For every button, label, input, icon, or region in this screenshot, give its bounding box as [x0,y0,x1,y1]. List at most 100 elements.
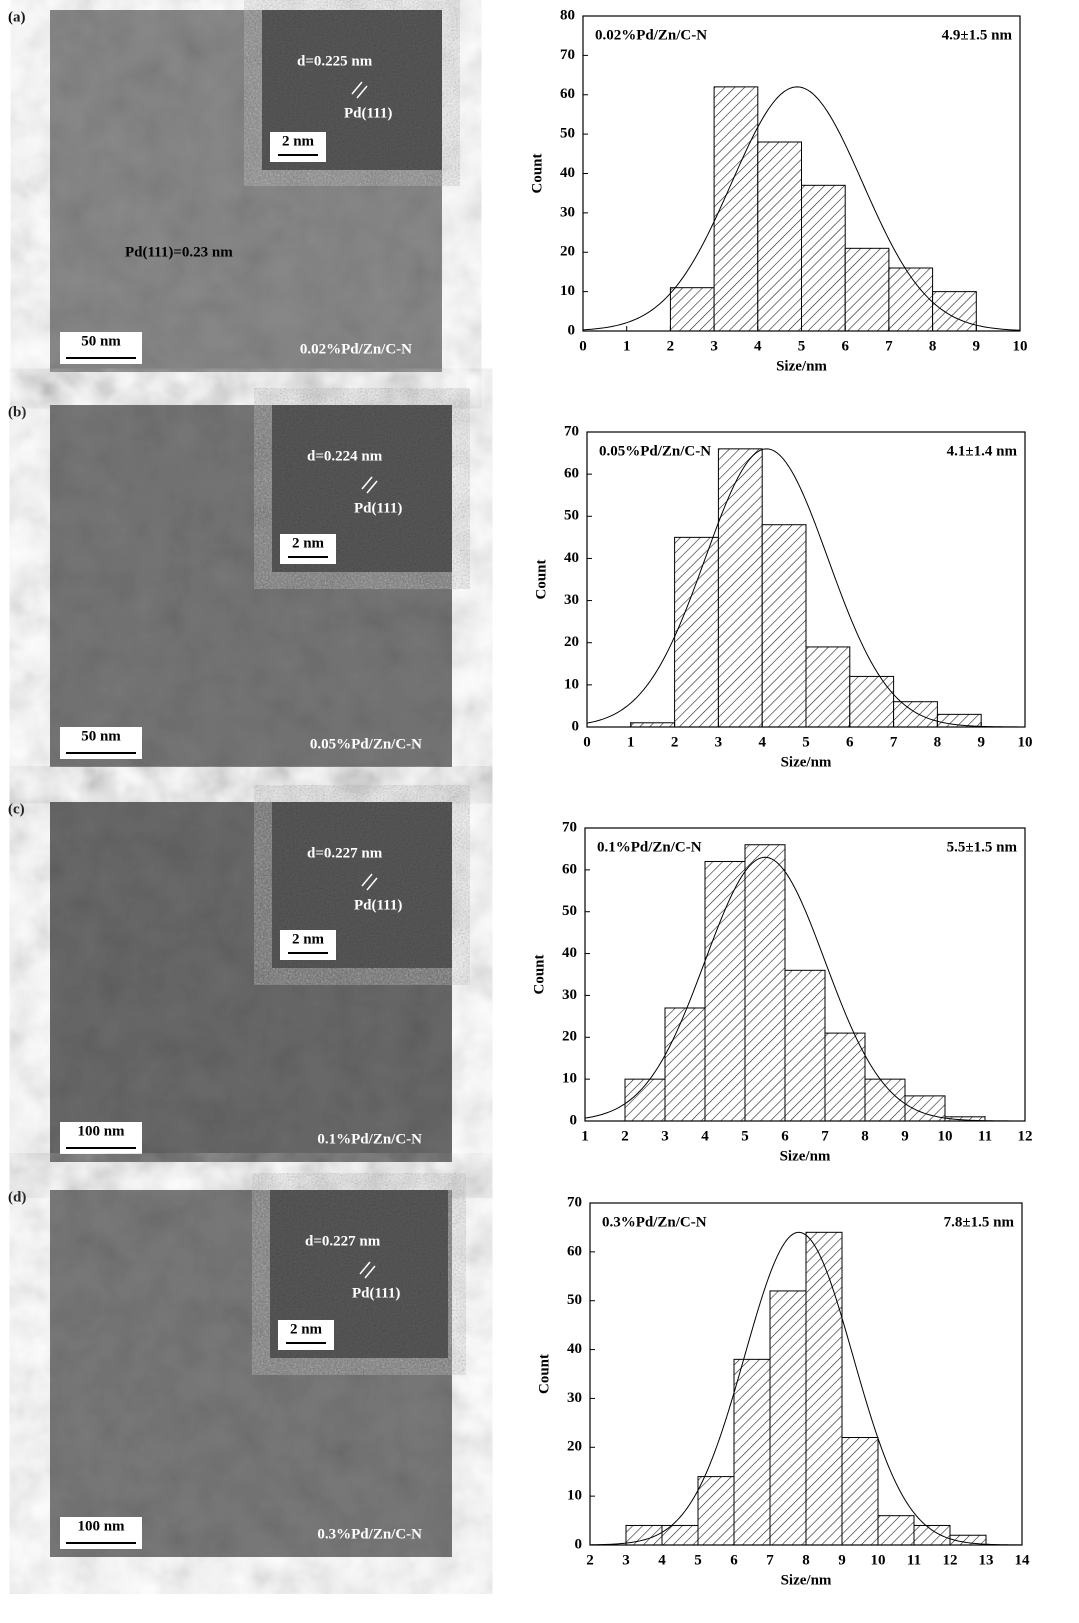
histogram-bar [849,675,895,728]
y-tick-label: 60 [562,861,577,877]
fit-label: 5.5±1.5 nm [947,839,1018,855]
x-tick-label: 9 [838,1552,846,1568]
x-axis-label: Size/nm [781,1572,832,1588]
inset-scale-label: 2 nm [292,931,325,947]
y-tick-label: 60 [567,1243,582,1259]
histogram-bar [669,287,715,332]
x-axis-label: Size/nm [781,754,832,770]
x-tick-label: 6 [781,1128,789,1144]
histogram-bar [697,1476,735,1546]
sample-label: 0.02%Pd/Zn/C-N [300,341,412,357]
y-tick-label: 20 [564,634,579,650]
sample-title: 0.3%Pd/Zn/C-N [602,1214,707,1230]
lattice-plane: Pd(111) [354,500,402,516]
x-tick-label: 10 [1013,338,1028,354]
histogram-bar [744,844,786,1122]
x-tick-label: 9 [901,1128,909,1144]
sample-title: 0.05%Pd/Zn/C-N [599,443,711,459]
x-tick-label: 5 [694,1552,702,1568]
fit-curve [589,1231,1023,1546]
image-annotation: Pd(111)=0.23 nm [125,244,233,260]
histogram-bar [805,1231,843,1546]
histogram-bar [801,184,846,332]
lattice-plane: Pd(111) [354,897,402,913]
histogram-bar [630,722,676,728]
histogram-bar [877,1515,915,1546]
histogram-bar [805,646,851,728]
x-tick-label: 1 [581,1128,589,1144]
fit-curve [584,856,1026,1122]
panel-label: (b) [8,404,26,420]
x-tick-label: 2 [621,1128,629,1144]
sample-label: 0.05%Pd/Zn/C-N [310,736,422,752]
y-tick-label: 50 [567,1292,582,1308]
x-tick-label: 3 [661,1128,669,1144]
fit-curve [586,448,1025,728]
x-tick-label: 1 [627,734,635,750]
x-tick-label: 4 [701,1128,709,1144]
x-tick-label: 6 [841,338,849,354]
y-tick-label: 30 [564,592,579,608]
x-tick-label: 14 [1015,1552,1031,1568]
x-tick-label: 5 [741,1128,749,1144]
d-spacing: d=0.227 nm [307,845,383,861]
lattice-mark [356,85,368,99]
x-tick-label: 13 [979,1552,994,1568]
y-tick-label: 70 [567,1194,582,1210]
d-spacing: d=0.224 nm [307,448,383,464]
x-tick-label: 5 [802,734,810,750]
x-tick-label: 4 [658,1552,666,1568]
sample-title: 0.1%Pd/Zn/C-N [597,839,702,855]
fit-label: 4.1±1.4 nm [947,443,1018,459]
d-spacing: d=0.227 nm [305,1233,381,1249]
histogram-bar [913,1524,951,1546]
fit-label: 4.9±1.5 nm [942,27,1013,43]
x-tick-label: 3 [710,338,718,354]
x-tick-label: 9 [973,338,981,354]
x-tick-label: 2 [586,1552,594,1568]
scale-label: 100 nm [77,1123,125,1139]
y-axis-label: Count [533,559,549,599]
histogram-bar [674,536,719,728]
lattice-mark [351,81,363,95]
scale-label: 50 nm [81,333,121,349]
x-tick-label: 11 [978,1128,992,1144]
y-tick-label: 20 [560,244,575,260]
sample-title: 0.02%Pd/Zn/C-N [595,27,707,43]
y-tick-label: 30 [567,1390,582,1406]
y-tick-label: 70 [560,47,575,63]
inset-scale-label: 2 nm [290,1321,323,1337]
x-tick-label: 0 [583,734,591,750]
y-tick-label: 20 [567,1439,582,1455]
lattice-mark [361,873,373,887]
panel-label: (d) [8,1189,26,1205]
x-tick-label: 0 [579,338,587,354]
x-tick-label: 7 [766,1552,774,1568]
lattice-mark [366,480,378,494]
x-tick-label: 10 [1018,734,1033,750]
x-tick-label: 6 [730,1552,738,1568]
inset-scale-box [280,930,336,960]
y-tick-label: 50 [564,508,579,524]
x-tick-label: 8 [861,1128,869,1144]
x-tick-label: 5 [798,338,806,354]
y-tick-label: 40 [564,550,579,566]
y-tick-label: 60 [560,86,575,102]
x-tick-label: 3 [715,734,723,750]
d-spacing: d=0.225 nm [297,53,373,69]
x-tick-label: 8 [934,734,942,750]
inset-scale-box [280,534,336,564]
panel-label: (c) [8,801,25,817]
histogram-bar [757,141,802,332]
fit-curve [582,86,1021,331]
sample-label: 0.1%Pd/Zn/C-N [317,1131,422,1147]
histogram-bar [784,969,826,1122]
x-tick-label: 2 [667,338,675,354]
lattice-mark [361,476,373,490]
x-tick-label: 12 [1018,1128,1033,1144]
scale-label: 50 nm [81,728,121,744]
x-tick-label: 4 [758,734,766,750]
x-tick-label: 4 [754,338,762,354]
y-tick-label: 50 [560,126,575,142]
